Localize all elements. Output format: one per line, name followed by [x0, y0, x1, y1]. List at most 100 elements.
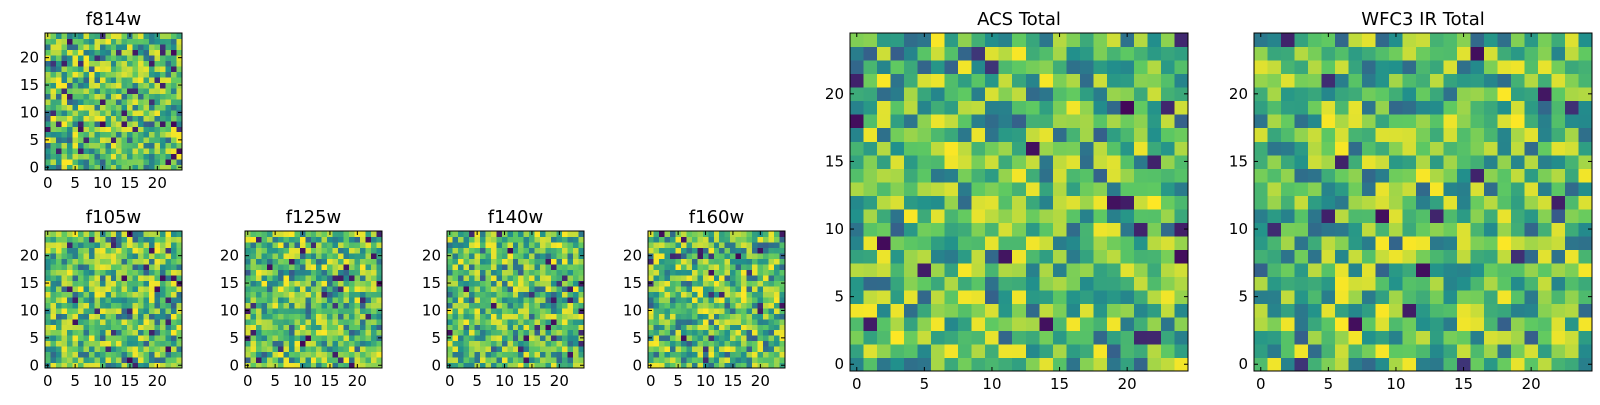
heatmap-cell [50, 274, 57, 281]
heatmap-cell [338, 247, 345, 254]
heatmap-cell [127, 60, 134, 67]
heatmap-cell [890, 33, 905, 48]
heatmap-cell [61, 49, 68, 56]
heatmap-cell [648, 324, 655, 331]
heatmap-cell [376, 329, 383, 336]
heatmap-cell [457, 231, 465, 238]
heatmap-cell [1551, 33, 1566, 48]
heatmap-cell [931, 262, 946, 277]
heatmap-cell [1281, 46, 1296, 61]
heatmap-cell [1160, 87, 1176, 102]
heatmap-cell [338, 362, 345, 369]
heatmap-cell [316, 307, 323, 314]
heatmap-cell [735, 340, 742, 347]
heatmap-cell [1416, 343, 1431, 359]
heatmap-cell [72, 329, 79, 336]
heatmap-cell [165, 231, 172, 238]
heatmap-cell [850, 357, 865, 372]
heatmap-cell [904, 100, 919, 115]
heatmap-cell [105, 351, 112, 358]
heatmap-cell [66, 258, 73, 265]
heatmap-cell [127, 247, 134, 254]
heatmap-cell [160, 148, 167, 155]
heatmap-cell [1578, 330, 1593, 345]
heatmap-cell [1133, 73, 1149, 88]
heatmap-cell [545, 335, 552, 342]
heatmap-cell [77, 357, 84, 364]
heatmap-cell [691, 357, 698, 364]
heatmap-cell [1093, 127, 1108, 142]
heatmap-cell [171, 291, 178, 298]
heatmap-cell [94, 263, 101, 270]
heatmap-cell [171, 43, 178, 51]
heatmap-cell [171, 98, 178, 105]
heatmap-cell [529, 351, 536, 358]
heatmap-cell [143, 49, 150, 56]
heatmap-cell [496, 241, 503, 249]
heatmap-cell [272, 357, 279, 364]
heatmap-cell [562, 335, 569, 342]
heatmap-cell [165, 33, 172, 40]
heatmap-cell [713, 285, 720, 292]
heatmap-cell [653, 346, 660, 353]
heatmap-cell [1267, 100, 1282, 115]
heatmap-cell [132, 115, 139, 122]
heatmap-cell [518, 302, 525, 309]
heatmap-cell [261, 351, 268, 358]
heatmap-cell [944, 100, 959, 115]
heatmap-cell [261, 329, 268, 336]
heatmap-cell [540, 313, 547, 320]
heatmap-cell [294, 280, 301, 287]
heatmap-cell [496, 263, 503, 270]
heatmap-cell [127, 307, 134, 314]
heatmap-cell [1160, 316, 1176, 332]
heatmap-cell [763, 263, 770, 270]
heatmap-cell [261, 362, 268, 369]
heatmap-cell [1429, 195, 1444, 210]
heatmap-cell [1093, 330, 1108, 345]
heatmap-cell [110, 164, 117, 171]
heatmap-cell [349, 263, 356, 270]
heatmap-cell [1066, 60, 1081, 75]
heatmap-cell [490, 291, 497, 298]
heatmap-cell [149, 318, 156, 325]
heatmap-cell [675, 318, 682, 325]
heatmap-cell [255, 357, 263, 364]
heatmap-cell [316, 241, 323, 249]
heatmap-cell [680, 285, 687, 292]
heatmap-cell [551, 302, 558, 309]
heatmap-cell [746, 346, 753, 353]
heatmap-cell [998, 289, 1013, 304]
heatmap-cell [463, 351, 470, 358]
heatmap-cell [779, 318, 786, 325]
heatmap-cell [958, 60, 973, 75]
heatmap-cell [496, 346, 503, 353]
heatmap-cell [1578, 33, 1593, 48]
heatmap-cell [371, 302, 378, 309]
heatmap-cell [294, 329, 301, 336]
heatmap-cell [1066, 222, 1081, 237]
heatmap-cell [1375, 222, 1390, 237]
heatmap-cell [154, 296, 161, 303]
heatmap-cell [132, 274, 139, 281]
heatmap-cell [50, 142, 57, 149]
heatmap-cell [1281, 289, 1296, 304]
heatmap-cell [305, 258, 312, 265]
heatmap-cell [143, 307, 150, 314]
heatmap-cell [83, 318, 90, 325]
heatmap-cell [680, 340, 687, 347]
heatmap-cell [1578, 249, 1593, 264]
heatmap-cell [680, 241, 687, 249]
heatmap-cell [551, 247, 558, 254]
heatmap-cell [1510, 357, 1525, 372]
heatmap-cell [713, 269, 720, 276]
heatmap-cell [1052, 33, 1067, 48]
heatmap-cell [1429, 127, 1444, 142]
heatmap-cell [752, 340, 759, 347]
heatmap-cell [735, 258, 742, 265]
heatmap-cell [1160, 141, 1176, 156]
heatmap-cell [1524, 249, 1539, 264]
heatmap-cell [998, 60, 1013, 75]
heatmap-cell [50, 291, 57, 298]
heatmap-cell [713, 340, 720, 347]
